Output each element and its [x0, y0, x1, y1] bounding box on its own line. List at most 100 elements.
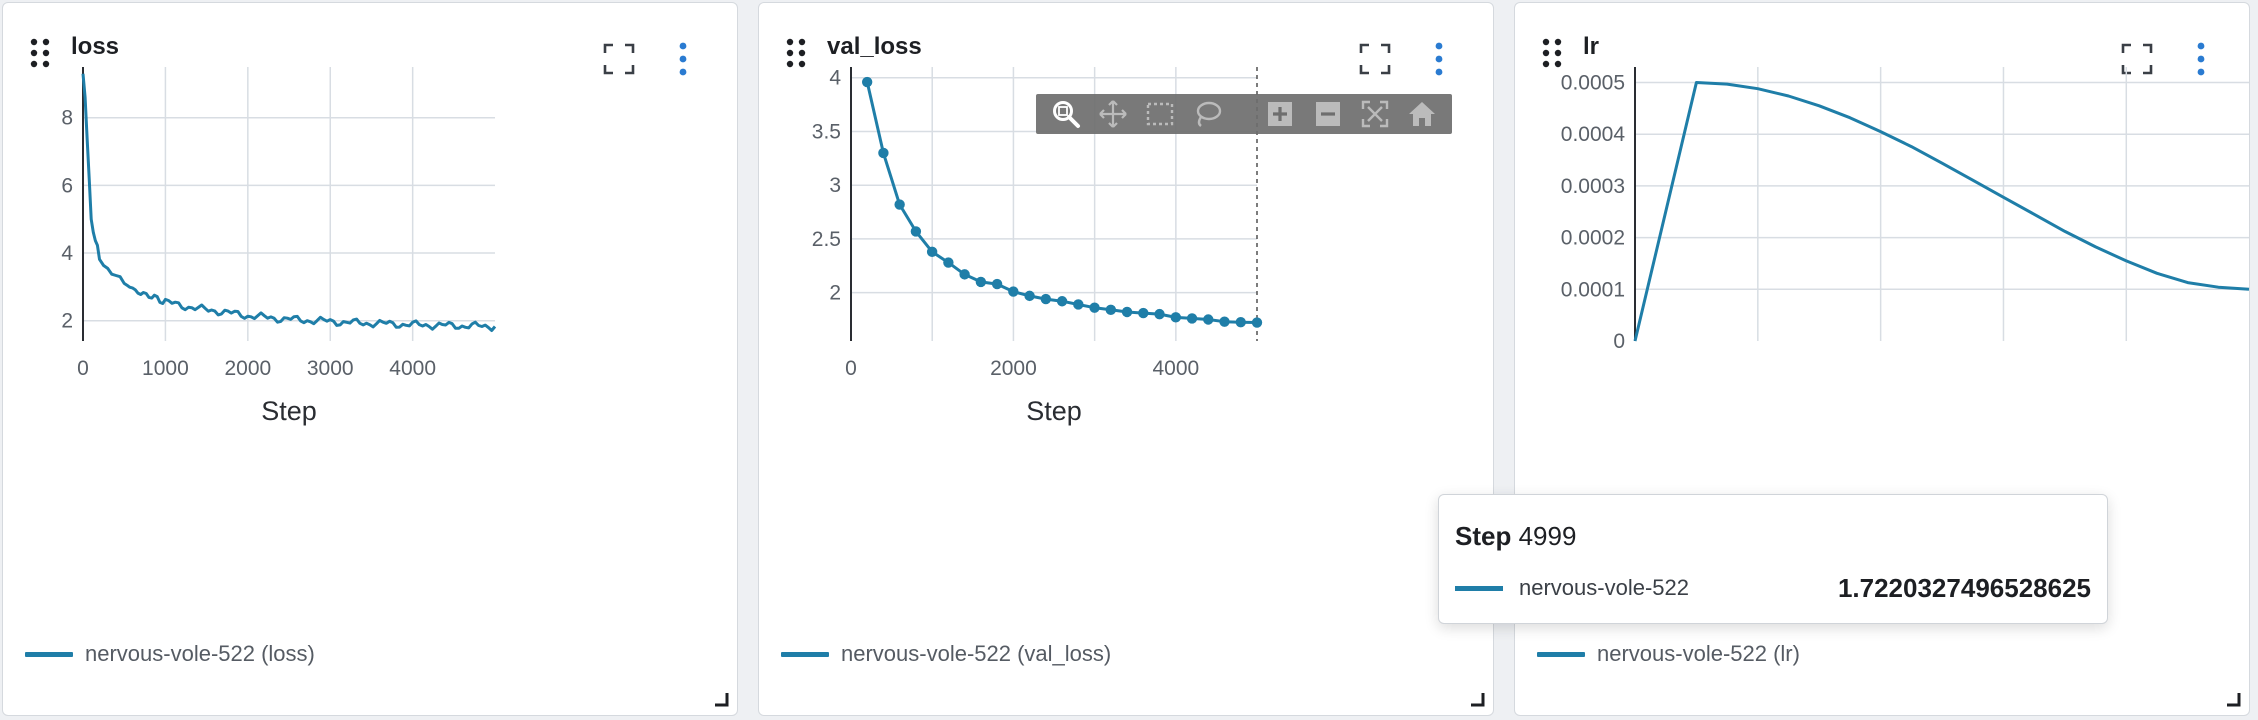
- data-point: [861, 76, 873, 88]
- data-point: [975, 276, 987, 288]
- panel-title: lr: [1583, 33, 1600, 60]
- legend-item[interactable]: nervous-vole-522 (val_loss): [781, 641, 1111, 667]
- drag-handle-icon[interactable]: [785, 37, 809, 69]
- data-point: [1251, 317, 1263, 328]
- x-tick-label: 2000: [224, 357, 271, 380]
- y-tick-label: 0.0004: [1561, 123, 1626, 146]
- y-tick-label: 3: [829, 174, 841, 197]
- data-point: [1138, 307, 1149, 319]
- panel-title: loss: [71, 33, 120, 60]
- tooltip-swatch: [1455, 585, 1503, 591]
- data-point: [1040, 293, 1052, 305]
- legend-swatch: [781, 651, 829, 657]
- series-line: [1633, 81, 2250, 342]
- x-tick-label: 3000: [307, 357, 354, 380]
- data-point: [894, 199, 905, 210]
- data-point: [910, 226, 922, 237]
- tooltip-series-name: nervous-vole-522: [1519, 575, 1689, 600]
- y-tick-label: 0.0001: [1561, 278, 1625, 301]
- y-tick-label: 2.5: [812, 228, 841, 251]
- loss-line-chart[interactable]: 2 4 6 8 0 1000 2000 3000 4000 Step: [3, 3, 739, 603]
- box-select-icon[interactable]: [1144, 98, 1176, 130]
- pan-icon[interactable]: [1097, 98, 1129, 130]
- y-tick-label: 0.0003: [1561, 175, 1625, 198]
- x-tick-label: 2000: [990, 357, 1037, 380]
- legend-label: nervous-vole-522 (loss): [85, 641, 315, 666]
- panel-header: loss: [3, 3, 737, 93]
- more-options-icon[interactable]: [677, 41, 689, 77]
- panel-title: val_loss: [827, 33, 922, 60]
- panel-header: val_loss: [759, 3, 1493, 93]
- y-tick-label: 3.5: [812, 120, 841, 143]
- data-point: [1008, 286, 1019, 297]
- data-point: [1121, 306, 1133, 318]
- data-point: [1089, 302, 1100, 313]
- drag-handle-icon[interactable]: [1541, 37, 1565, 69]
- resize-handle-icon[interactable]: [713, 691, 729, 707]
- legend-label: nervous-vole-522 (val_loss): [841, 641, 1112, 666]
- plot-modebar: [1036, 94, 1452, 134]
- data-point: [926, 246, 938, 258]
- legend-item[interactable]: nervous-vole-522 (loss): [25, 641, 315, 667]
- x-tick-label: 1000: [142, 357, 189, 380]
- data-point: [943, 257, 954, 268]
- reset-axes-icon[interactable]: [1406, 98, 1438, 130]
- panel-header: lr: [1515, 3, 2249, 93]
- hover-tooltip: Step 4999 nervous-vole-522 1.72203274965…: [1438, 494, 2108, 624]
- fullscreen-icon[interactable]: [1359, 43, 1391, 75]
- y-tick-label: 4: [61, 242, 73, 265]
- tooltip-row: nervous-vole-522 1.7220327496528625: [1455, 571, 2091, 605]
- data-point: [1170, 312, 1181, 323]
- x-axis-title: Step: [1026, 396, 1082, 426]
- zoom-icon[interactable]: [1050, 98, 1082, 130]
- val-loss-line-chart[interactable]: 2 2.5 3 3.5 4 0 2000 4000 Step: [759, 3, 1495, 603]
- y-tick-label: 0.0005: [1561, 72, 1625, 95]
- data-point: [1186, 313, 1198, 324]
- y-tick-label: 0.0002: [1561, 227, 1625, 250]
- x-tick-label: 0: [77, 357, 89, 380]
- data-point: [1203, 314, 1214, 325]
- legend-label: nervous-vole-522 (lr): [1597, 641, 1800, 666]
- y-tick-label: 2: [61, 310, 73, 333]
- more-options-icon[interactable]: [1433, 41, 1445, 77]
- fullscreen-icon[interactable]: [2121, 43, 2153, 75]
- autoscale-icon[interactable]: [1359, 98, 1391, 130]
- data-point: [1154, 308, 1165, 320]
- x-tick-label: 4000: [389, 357, 436, 380]
- data-point: [959, 269, 970, 280]
- x-tick-label: 4000: [1153, 357, 1200, 380]
- data-point: [991, 278, 1003, 290]
- y-tick-label: 2: [829, 282, 841, 305]
- y-tick-label: 0: [1613, 330, 1625, 353]
- tooltip-value: 1.7220327496528625: [1837, 572, 2091, 603]
- resize-handle-icon[interactable]: [2225, 691, 2241, 707]
- data-point: [1219, 316, 1230, 327]
- legend-swatch: [25, 651, 73, 657]
- series-line: [81, 73, 497, 332]
- resize-handle-icon[interactable]: [1469, 691, 1485, 707]
- tooltip-step-value: 4999: [1518, 521, 1577, 551]
- data-point: [1105, 304, 1117, 316]
- lasso-select-icon[interactable]: [1192, 98, 1224, 130]
- y-tick-label: 4: [829, 67, 841, 90]
- tooltip-step-label: Step: [1455, 521, 1512, 551]
- zoom-out-icon[interactable]: [1312, 98, 1344, 130]
- zoom-in-icon[interactable]: [1264, 98, 1296, 130]
- x-tick-label: 0: [845, 357, 857, 380]
- fullscreen-icon[interactable]: [603, 43, 635, 75]
- data-point: [878, 147, 889, 159]
- x-axis-title: Step: [261, 396, 317, 426]
- more-options-icon[interactable]: [2195, 41, 2207, 77]
- data-point: [1235, 316, 1246, 328]
- data-point: [1024, 290, 1035, 302]
- y-tick-label: 6: [61, 174, 73, 197]
- tooltip-step: Step 4999: [1455, 521, 1576, 552]
- drag-handle-icon[interactable]: [29, 37, 53, 69]
- legend-item[interactable]: nervous-vole-522 (lr): [1537, 641, 1800, 667]
- chart-panel-loss: loss 2 4 6 8 0 1000 2000 3000 4000 Step nervous-v…: [2, 2, 738, 716]
- data-point: [1056, 296, 1068, 307]
- lr-line-chart[interactable]: 0 0.0001 0.0002 0.0003 0.0004 0.0005: [1515, 3, 2251, 603]
- y-tick-label: 8: [61, 107, 73, 130]
- data-point: [1073, 299, 1084, 310]
- legend-swatch: [1537, 651, 1585, 657]
